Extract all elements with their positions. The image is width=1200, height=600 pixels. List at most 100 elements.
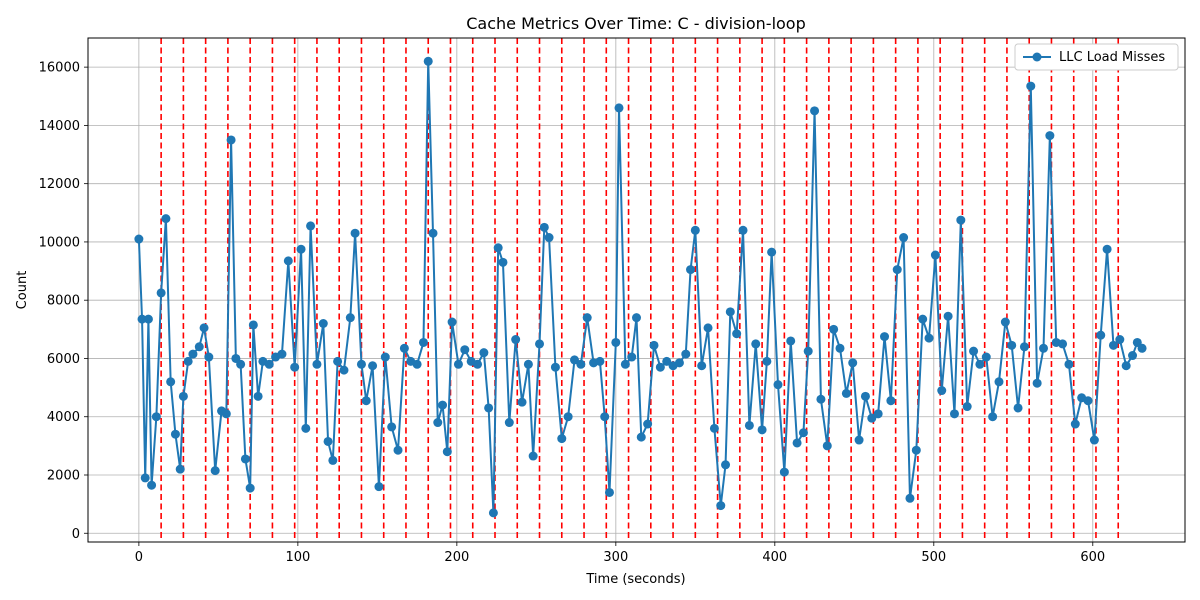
data-point xyxy=(318,319,328,328)
data-point xyxy=(306,221,316,231)
data-point xyxy=(296,244,306,254)
data-point xyxy=(600,412,610,422)
data-point xyxy=(994,377,1004,387)
data-point xyxy=(611,337,621,347)
data-point xyxy=(930,250,940,260)
data-point xyxy=(453,359,463,369)
data-point xyxy=(380,352,390,362)
data-point xyxy=(423,56,433,66)
data-point xyxy=(981,352,991,362)
data-point xyxy=(277,349,287,359)
data-point xyxy=(199,323,209,333)
data-point xyxy=(732,329,742,339)
data-point xyxy=(460,345,470,355)
legend-box xyxy=(1014,43,1179,71)
data-point xyxy=(170,429,180,439)
data-point xyxy=(803,346,813,356)
data-point xyxy=(1083,396,1093,406)
grid-layer xyxy=(88,38,1185,542)
data-point xyxy=(290,362,300,372)
y-tick-label: 14000 xyxy=(39,119,80,134)
x-tick-label: 600 xyxy=(1080,550,1105,565)
data-point xyxy=(301,423,311,433)
data-point xyxy=(899,233,909,243)
data-point xyxy=(442,447,452,457)
data-point xyxy=(418,337,428,347)
data-point xyxy=(886,396,896,406)
data-point xyxy=(873,409,883,419)
data-point xyxy=(156,288,166,298)
data-point xyxy=(582,313,592,323)
data-point xyxy=(892,265,902,275)
data-point xyxy=(1032,378,1042,388)
data-point xyxy=(918,314,928,324)
data-point xyxy=(1019,342,1029,352)
data-point xyxy=(924,333,934,343)
data-point xyxy=(248,320,258,330)
data-point xyxy=(822,441,832,451)
data-point xyxy=(563,412,573,422)
data-point xyxy=(751,339,761,349)
data-point xyxy=(245,483,255,493)
data-point xyxy=(1058,339,1068,349)
data-point xyxy=(283,256,293,266)
data-point xyxy=(438,400,448,410)
data-point xyxy=(312,359,322,369)
data-point xyxy=(792,438,802,448)
data-point xyxy=(1064,359,1074,369)
data-point xyxy=(339,365,349,375)
y-tick-label: 2000 xyxy=(47,468,80,483)
data-point xyxy=(848,358,858,368)
data-point xyxy=(473,359,483,369)
data-point xyxy=(721,460,731,470)
data-point xyxy=(943,311,953,321)
data-point xyxy=(528,451,538,461)
data-point xyxy=(226,135,236,145)
data-point xyxy=(1000,317,1010,327)
data-point xyxy=(134,234,144,244)
axes-layer xyxy=(84,37,1186,546)
data-point xyxy=(188,349,198,359)
data-point xyxy=(253,391,263,401)
data-point xyxy=(484,403,494,413)
data-point xyxy=(433,418,443,428)
data-point xyxy=(649,340,659,350)
data-point xyxy=(709,423,719,433)
data-point xyxy=(517,397,527,407)
data-point xyxy=(178,391,188,401)
data-point xyxy=(716,501,726,511)
data-point xyxy=(1045,131,1055,141)
data-point xyxy=(816,394,826,404)
tick-labels: 0 100 200 300 400 500 600020004000600080001000… xyxy=(39,61,1106,565)
data-point xyxy=(1026,81,1036,91)
data-point xyxy=(773,380,783,390)
data-point xyxy=(681,349,691,359)
data-point xyxy=(137,314,147,324)
data-point xyxy=(544,233,554,243)
series-line xyxy=(137,60,1143,514)
x-tick-label: 400 xyxy=(762,550,787,565)
x-tick-label: 200 xyxy=(444,550,469,565)
data-point xyxy=(674,358,684,368)
data-point xyxy=(1013,403,1023,413)
y-tick-label: 10000 xyxy=(39,235,80,250)
data-point xyxy=(204,352,214,362)
data-point xyxy=(323,436,333,446)
x-tick-label: 100 xyxy=(285,550,310,565)
y-axis-label: Count xyxy=(15,271,30,310)
data-point xyxy=(221,409,231,419)
chart-title: Cache Metrics Over Time: C - division-lo… xyxy=(466,14,806,33)
data-point xyxy=(969,346,979,356)
data-point xyxy=(140,473,150,483)
y-tick-label: 8000 xyxy=(47,294,80,309)
y-tick-label: 6000 xyxy=(47,352,80,367)
data-point xyxy=(393,445,403,455)
data-point xyxy=(779,467,789,477)
x-tick-label: 500 xyxy=(921,550,946,565)
data-point xyxy=(738,225,748,235)
data-point xyxy=(604,487,614,497)
data-point xyxy=(161,214,171,224)
data-point xyxy=(937,386,947,396)
data-point xyxy=(447,317,457,327)
